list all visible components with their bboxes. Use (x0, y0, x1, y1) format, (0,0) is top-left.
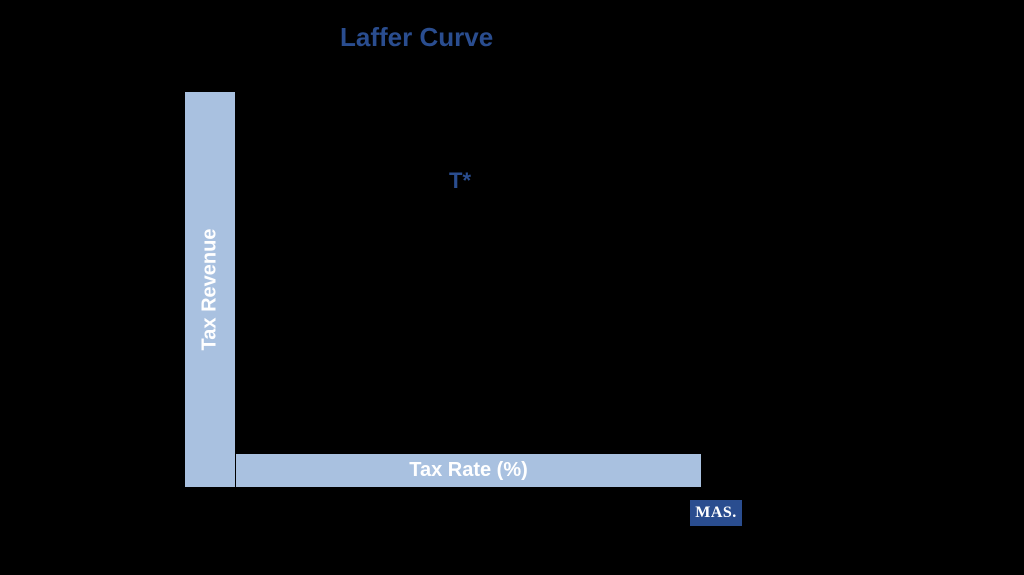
x-axis-label: Tax Rate (%) (409, 459, 528, 482)
mas-logo-text: MAS. (695, 504, 737, 522)
optimum-point-label: T* (449, 168, 471, 194)
y-axis-label: Tax Revenue (199, 229, 222, 351)
x-axis-bar: Tax Rate (%) (236, 454, 701, 487)
y-axis-bar: Tax Revenue (185, 92, 235, 487)
mas-logo-badge: MAS. (690, 500, 742, 526)
chart-title: Laffer Curve (340, 22, 493, 53)
